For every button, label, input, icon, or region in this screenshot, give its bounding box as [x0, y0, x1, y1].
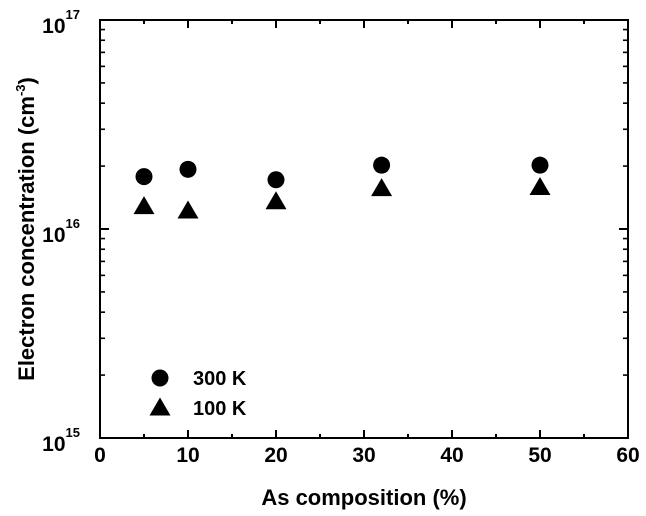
x-axis-ticks: 0 10 20 30 40 50 60 — [94, 20, 640, 467]
data-point-triangle — [265, 191, 287, 210]
x-tick-label: 30 — [352, 444, 375, 467]
y-tick-label: 1016 — [42, 216, 80, 247]
data-point-circle — [373, 156, 391, 174]
legend-label: 300 K — [193, 368, 247, 390]
data-point-triangle — [371, 178, 393, 197]
legend-label: 100 K — [193, 398, 247, 420]
x-tick-label: 40 — [440, 444, 463, 467]
y-axis-ticks: 1015 1016 1017 — [42, 7, 628, 456]
x-axis-label: As composition (%) — [261, 485, 466, 510]
data-point-triangle — [133, 196, 155, 215]
data-point-circle — [179, 160, 197, 178]
legend: 300 K 100 K — [149, 368, 247, 420]
legend-marker-circle — [151, 369, 169, 387]
data-point-circle — [267, 171, 285, 189]
plot-frame — [99, 19, 629, 439]
x-tick-label: 0 — [94, 444, 106, 467]
data-point-triangle — [177, 200, 199, 219]
data-point-circle — [135, 168, 153, 186]
x-tick-label: 60 — [616, 444, 639, 467]
x-tick-label: 20 — [264, 444, 287, 467]
data-point-triangle — [529, 176, 551, 195]
data-points — [133, 156, 551, 219]
data-point-circle — [531, 156, 549, 174]
x-tick-label: 10 — [176, 444, 199, 467]
y-axis-label: Electron concentration (cm-3) — [13, 77, 39, 381]
y-tick-label: 1017 — [42, 7, 80, 38]
legend-marker-triangle — [149, 397, 171, 416]
x-tick-label: 50 — [528, 444, 551, 467]
y-tick-label: 1015 — [42, 425, 80, 456]
